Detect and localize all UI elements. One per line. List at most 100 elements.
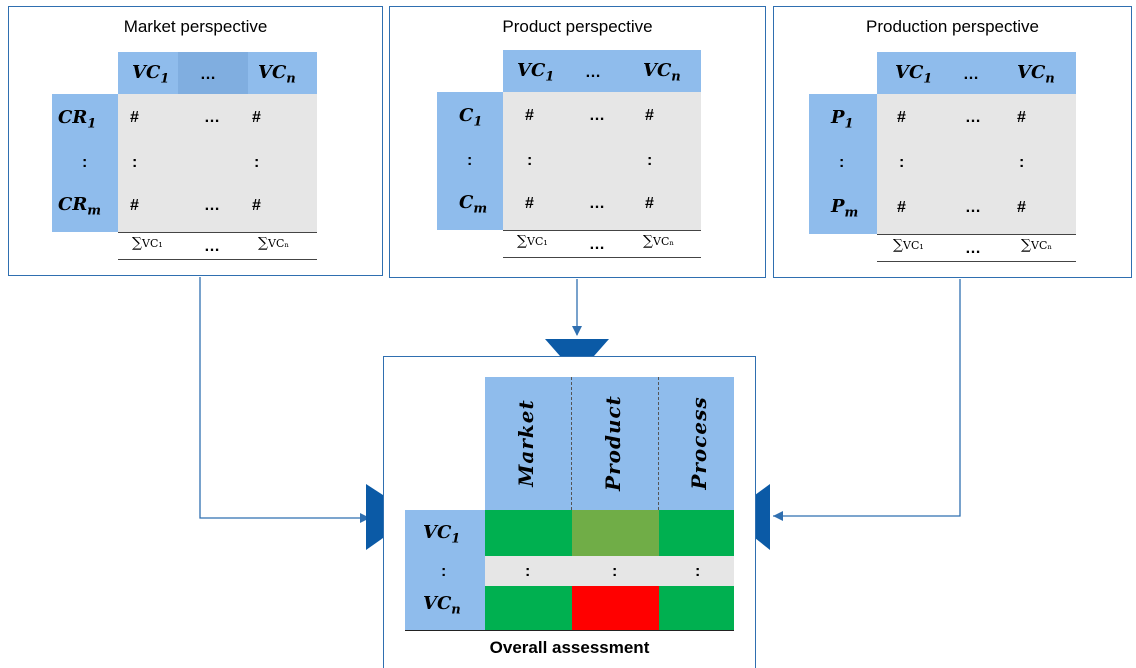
product-cell: #	[525, 195, 534, 212]
overall-cell-vcn-market	[485, 586, 572, 630]
overall-cell-vc1-process	[659, 510, 734, 556]
market-sum-top-rule	[118, 232, 317, 233]
production-connector-arrow	[773, 511, 783, 521]
production-sum-vcn: ∑VCₙ	[1021, 237, 1053, 253]
product-panel-title: Product perspective	[502, 17, 653, 36]
market-col-ellipsis: …	[200, 66, 216, 83]
overall-col-divider	[571, 377, 572, 510]
market-col-vcn: VCn	[258, 62, 296, 87]
market-row-crm: CRm	[58, 194, 102, 219]
overall-col-market: Market	[514, 399, 538, 487]
product-cell: …	[589, 195, 605, 212]
market-row-cr1: CR1	[58, 107, 97, 132]
overall-cell-vc1-product	[572, 510, 659, 556]
production-sum-bottom-rule	[877, 261, 1076, 262]
production-sum-ellipsis: …	[965, 240, 981, 257]
market-col-vc1: VC1	[132, 62, 170, 87]
product-connector-arrow	[572, 326, 582, 336]
overall-row-header-bg	[405, 510, 485, 630]
production-row-header-bg	[809, 94, 877, 234]
product-cell: …	[589, 107, 605, 124]
market-cell: #	[252, 109, 261, 126]
product-row-mid: :	[467, 152, 473, 169]
market-sum-ellipsis: …	[204, 238, 220, 255]
market-cell: :	[254, 154, 260, 171]
overall-bottom-rule	[405, 630, 734, 631]
product-col-header-bg	[503, 50, 701, 92]
product-col-vc1: VC1	[517, 60, 555, 85]
production-cell: #	[1017, 109, 1026, 126]
production-row-p1: P1	[831, 107, 854, 132]
product-cell: #	[645, 195, 654, 212]
production-cell: #	[897, 199, 906, 216]
market-cell: :	[132, 154, 138, 171]
overall-row-mid: :	[441, 563, 447, 580]
product-row-c1: C1	[459, 105, 483, 130]
product-sum-ellipsis: …	[589, 236, 605, 253]
production-row-mid: :	[839, 154, 845, 171]
overall-col-header-bg	[485, 377, 734, 510]
market-cell: #	[252, 197, 261, 214]
production-cell: :	[899, 154, 905, 171]
product-col-vcn: VCn	[643, 60, 681, 85]
production-col-vc1: VC1	[895, 62, 933, 87]
market-cell: #	[130, 197, 139, 214]
top-inlet-arrowhead	[545, 339, 609, 356]
market-body-bg	[118, 94, 317, 232]
production-cell: :	[1019, 154, 1025, 171]
overall-cell-vcn-process	[659, 586, 734, 630]
product-cell: :	[527, 152, 533, 169]
product-row-header-bg	[437, 92, 503, 230]
market-connector-arrow	[360, 513, 370, 523]
product-sum-vcn: ∑VCₙ	[643, 233, 675, 249]
overall-cell-vc1-market	[485, 510, 572, 556]
production-body-bg	[877, 94, 1076, 234]
overall-matrix: Market Product Process VC1 : VCn : : :	[405, 377, 734, 633]
market-sum-vc1: ∑VC₁	[132, 235, 163, 251]
market-cell: #	[130, 109, 139, 126]
production-panel-title: Production perspective	[866, 17, 1039, 36]
production-cell: …	[965, 199, 981, 216]
production-cell: …	[965, 109, 981, 126]
overall-col-divider	[658, 377, 659, 510]
product-sum-bottom-rule	[503, 257, 701, 258]
production-cell: #	[1017, 199, 1026, 216]
product-cell: #	[645, 107, 654, 124]
overall-mid-row-bg	[485, 556, 734, 586]
production-col-vcn: VCn	[1017, 62, 1055, 87]
market-connector	[199, 277, 370, 519]
overall-mid-cell: :	[612, 563, 618, 580]
overall-row-vcn: VCn	[423, 593, 461, 618]
product-sum-vc1: ∑VC₁	[517, 233, 548, 249]
market-panel-title: Market perspective	[123, 17, 268, 36]
product-body-bg	[503, 92, 701, 230]
overall-col-product: Product	[601, 395, 625, 491]
market-sum-vcn: ∑VCₙ	[258, 235, 290, 251]
overall-cell-vcn-product	[572, 586, 659, 630]
left-inlet-arrowhead	[366, 484, 383, 550]
production-matrix: VC1 … VCn P1 : Pm # … # : : # … # ∑VC₁ ……	[809, 52, 1076, 264]
production-col-ellipsis: …	[963, 66, 979, 83]
market-row-header-bg	[52, 94, 118, 232]
overall-col-process: Process	[687, 396, 711, 490]
product-cell: :	[647, 152, 653, 169]
production-sum-vc1: ∑VC₁	[893, 237, 924, 253]
right-inlet-arrowhead	[755, 484, 770, 550]
product-row-cm: Cm	[459, 192, 488, 217]
production-sum-top-rule	[877, 234, 1076, 235]
production-connector	[773, 279, 961, 517]
product-matrix: VC1 … VCn C1 : Cm # … # : : # … # ∑VC₁ ……	[437, 50, 701, 260]
market-matrix: VC1 … VCn CR1 : CRm # … # : : # … # ∑VC₁…	[52, 52, 317, 262]
production-row-pm: Pm	[831, 196, 859, 221]
market-cell: …	[204, 109, 220, 126]
production-col-header-bg	[877, 52, 1076, 94]
overall-mid-cell: :	[525, 563, 531, 580]
product-col-ellipsis: …	[585, 64, 601, 81]
product-cell: #	[525, 107, 534, 124]
market-header-mid-shade	[178, 52, 248, 94]
market-sum-bottom-rule	[118, 259, 317, 260]
overall-mid-cell: :	[695, 563, 701, 580]
overall-assessment-title: Overall assessment	[489, 638, 650, 657]
market-row-mid: :	[82, 154, 88, 171]
